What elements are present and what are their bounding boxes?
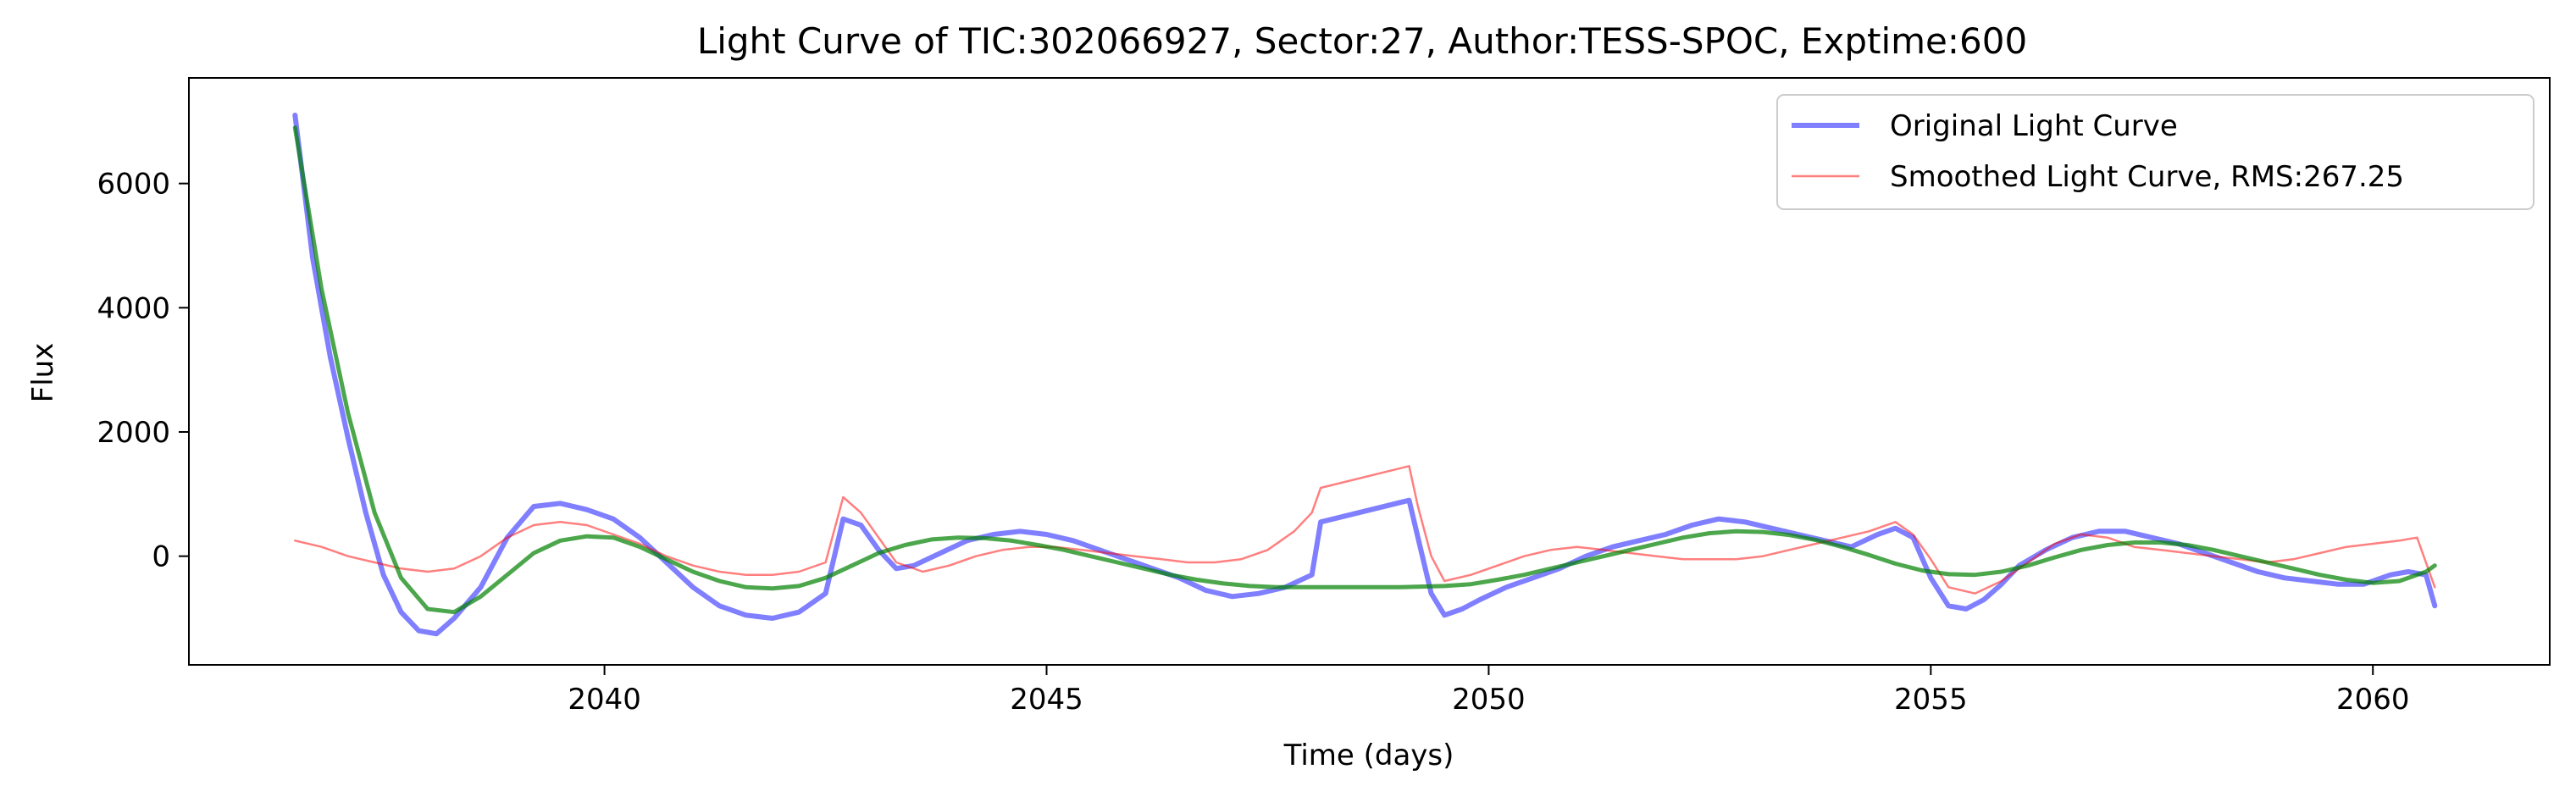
legend-box — [1776, 94, 2534, 210]
x-tick-label: 2055 — [1894, 683, 1968, 717]
y-tick-label: 2000 — [97, 416, 170, 450]
y-tick-label: 6000 — [97, 168, 170, 202]
plot-area — [292, 113, 2438, 637]
chart-title: Light Curve of TIC:302066927, Sector:27,… — [697, 20, 2027, 62]
x-tick-label: 2045 — [1010, 683, 1083, 717]
y-tick-label: 4000 — [97, 291, 170, 325]
x-axis: 2040 2045 2050 2055 2060 — [568, 665, 2410, 717]
series-line-2 — [292, 125, 2437, 615]
legend-label: Smoothed Light Curve, RMS:267.25 — [1890, 160, 2404, 194]
x-tick-label: 2050 — [1452, 683, 1526, 717]
legend: Original Light Curve Smoothed Light Curve… — [1776, 94, 2534, 210]
axes-frame — [188, 77, 2551, 666]
y-axis-label: Flux — [26, 343, 60, 403]
x-tick-label: 2060 — [2336, 683, 2410, 717]
x-tick-label: 2040 — [568, 683, 641, 717]
y-tick-label: 0 — [152, 540, 170, 574]
y-axis: 0 2000 4000 6000 — [97, 168, 189, 574]
legend-label: Original Light Curve — [1890, 109, 2178, 143]
x-axis-label: Time (days) — [1283, 739, 1454, 772]
series-line-1 — [294, 465, 2436, 595]
